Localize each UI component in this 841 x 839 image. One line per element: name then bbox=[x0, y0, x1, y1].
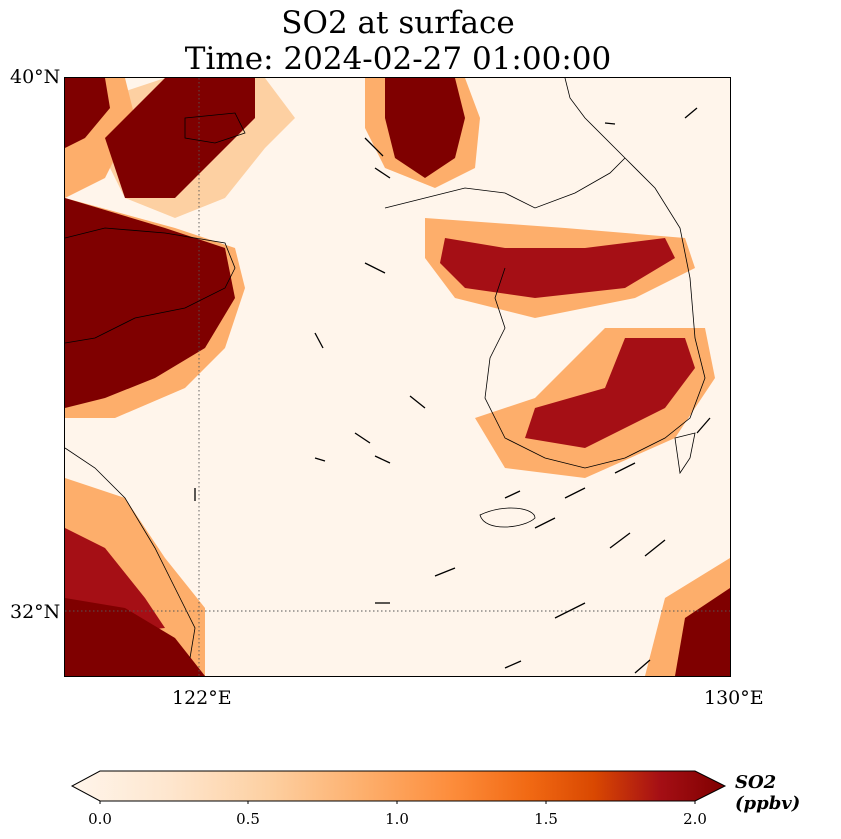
colorbar-tick-1.0: 1.0 bbox=[385, 810, 409, 828]
map-panel bbox=[64, 77, 731, 677]
lat-label-32n: 32°N bbox=[10, 601, 61, 623]
colorbar-tick-0.5: 0.5 bbox=[236, 810, 260, 828]
colorbar bbox=[70, 770, 727, 804]
so2-field bbox=[65, 78, 730, 676]
colorbar-tick-1.5: 1.5 bbox=[534, 810, 558, 828]
colorbar-tick-0: 0.0 bbox=[88, 810, 112, 828]
lat-label-40n: 40°N bbox=[10, 66, 61, 88]
coastlines bbox=[65, 78, 706, 659]
colorbar-gradient bbox=[70, 770, 727, 802]
wind-vectors bbox=[194, 107, 711, 674]
lon-label-130e: 130°E bbox=[704, 687, 764, 709]
lon-label-122e: 122°E bbox=[172, 687, 232, 709]
colorbar-tick-2.0: 2.0 bbox=[683, 810, 707, 828]
map-title: SO2 at surface bbox=[281, 5, 515, 41]
gridlines bbox=[65, 78, 730, 676]
map-subtitle-time: Time: 2024-02-27 01:00:00 bbox=[184, 41, 612, 77]
colorbar-ticks bbox=[99, 801, 696, 804]
colorbar-label: SO2 (ppbv) bbox=[735, 772, 801, 814]
so2-map bbox=[65, 78, 730, 676]
